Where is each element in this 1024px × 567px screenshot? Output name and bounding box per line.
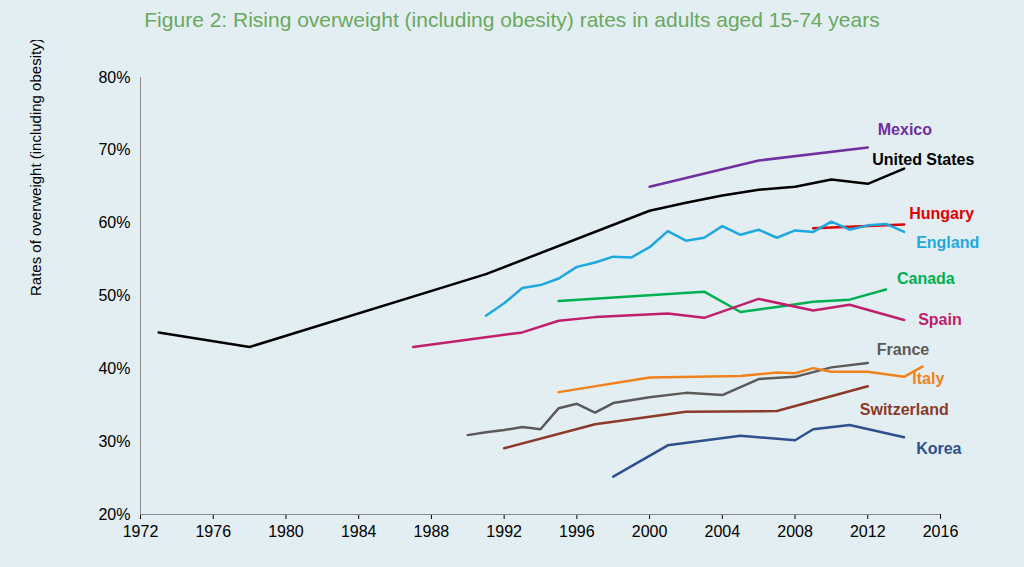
svg-text:2000: 2000 bbox=[632, 523, 668, 540]
svg-text:2004: 2004 bbox=[705, 523, 741, 540]
svg-text:Spain: Spain bbox=[918, 311, 962, 328]
svg-text:1976: 1976 bbox=[195, 523, 231, 540]
svg-text:United States: United States bbox=[872, 151, 974, 168]
svg-text:20%: 20% bbox=[98, 506, 130, 523]
svg-text:30%: 30% bbox=[98, 433, 130, 450]
svg-text:1988: 1988 bbox=[414, 523, 450, 540]
svg-text:1996: 1996 bbox=[559, 523, 595, 540]
svg-text:Mexico: Mexico bbox=[878, 121, 932, 138]
svg-text:1984: 1984 bbox=[341, 523, 377, 540]
svg-text:2016: 2016 bbox=[923, 523, 959, 540]
svg-text:Italy: Italy bbox=[912, 370, 944, 387]
svg-text:1972: 1972 bbox=[123, 523, 159, 540]
svg-text:70%: 70% bbox=[98, 141, 130, 158]
svg-text:1980: 1980 bbox=[268, 523, 304, 540]
svg-text:80%: 80% bbox=[98, 69, 130, 86]
svg-text:40%: 40% bbox=[98, 360, 130, 377]
svg-text:Hungary: Hungary bbox=[909, 205, 974, 222]
svg-text:England: England bbox=[916, 234, 979, 251]
svg-text:Korea: Korea bbox=[916, 440, 961, 457]
svg-text:Canada: Canada bbox=[897, 270, 955, 287]
svg-text:50%: 50% bbox=[98, 287, 130, 304]
svg-text:Switzerland: Switzerland bbox=[860, 401, 949, 418]
svg-text:2012: 2012 bbox=[850, 523, 886, 540]
svg-text:1992: 1992 bbox=[486, 523, 522, 540]
svg-text:60%: 60% bbox=[98, 214, 130, 231]
html-text:Figure 2: Rising overweight (i: Figure 2: Rising overweight (including o… bbox=[144, 8, 880, 31]
svg-text:Rates of overweight (including: Rates of overweight (including obesity) bbox=[27, 40, 44, 296]
svg-text:France: France bbox=[877, 341, 930, 358]
svg-text:2008: 2008 bbox=[777, 523, 813, 540]
